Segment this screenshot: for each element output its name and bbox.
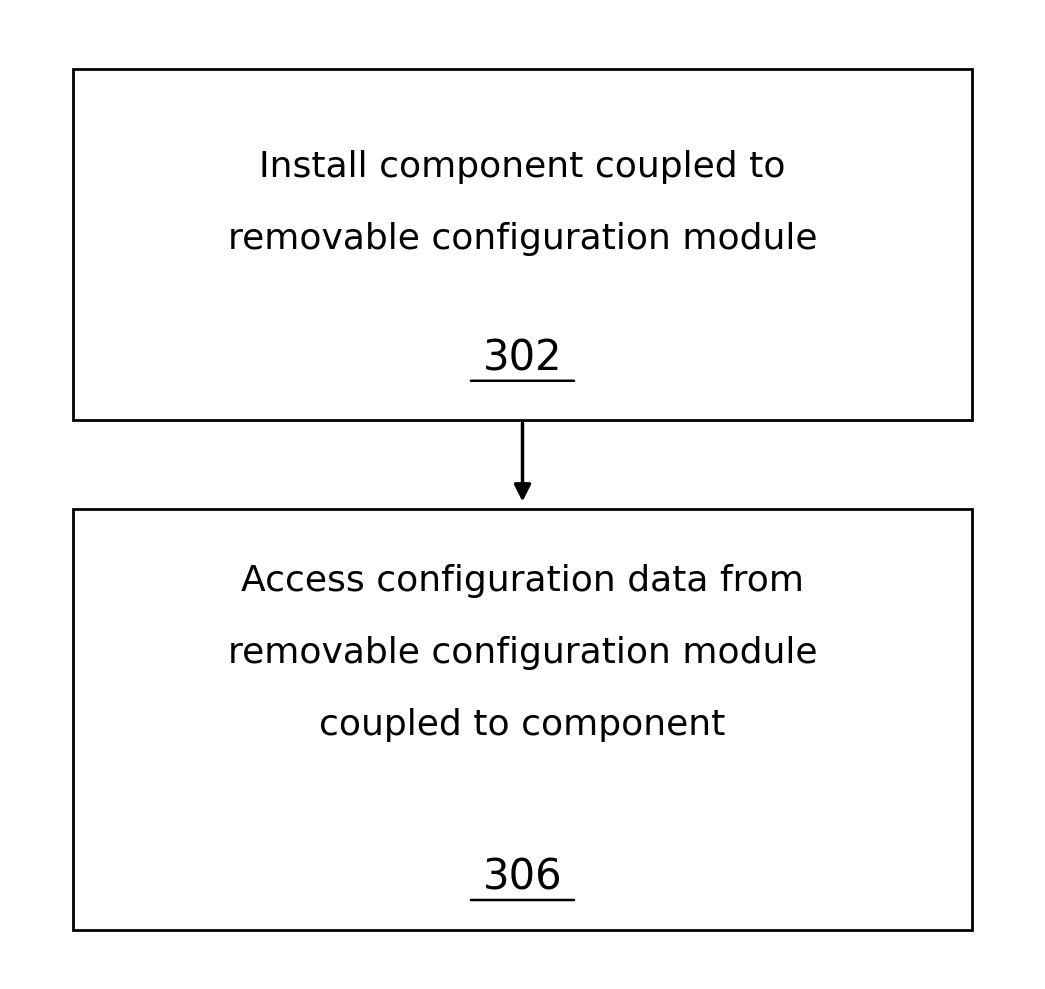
Text: Access configuration data from: Access configuration data from [241,564,804,597]
FancyBboxPatch shape [73,509,972,930]
Text: removable configuration module: removable configuration module [228,636,817,670]
Text: 306: 306 [483,856,562,898]
Text: 302: 302 [483,337,562,379]
Text: Install component coupled to: Install component coupled to [259,149,786,184]
Text: removable configuration module: removable configuration module [228,222,817,256]
Text: coupled to component: coupled to component [320,708,725,742]
FancyBboxPatch shape [73,69,972,420]
